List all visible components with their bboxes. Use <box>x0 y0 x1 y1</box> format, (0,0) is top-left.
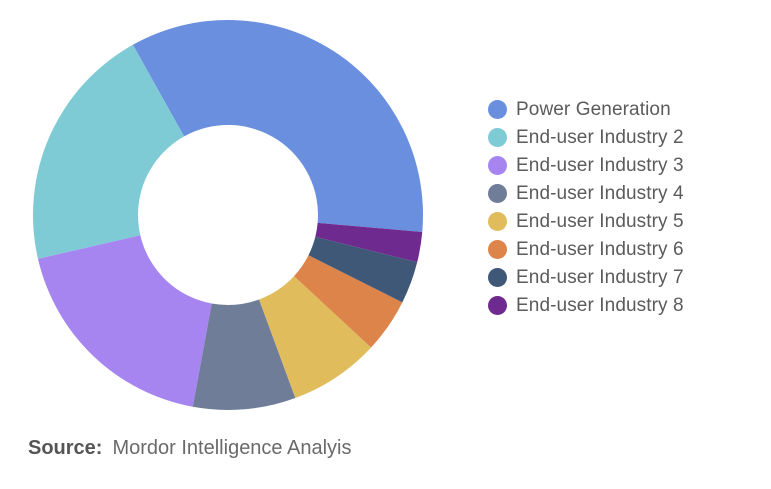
legend-label: End-user Industry 8 <box>516 294 684 316</box>
source-note: Source: Mordor Intelligence Analyis <box>28 437 351 460</box>
legend-label: End-user Industry 2 <box>516 126 684 148</box>
legend-item-8: End-user Industry 8 <box>488 294 684 318</box>
legend-label: End-user Industry 5 <box>516 210 684 232</box>
donut-slice-8 <box>315 222 423 263</box>
legend-label: End-user Industry 6 <box>516 238 684 260</box>
donut-slice-5 <box>259 276 372 399</box>
donut-slice-4 <box>192 299 296 410</box>
legend-item-6: End-user Industry 6 <box>488 238 684 262</box>
legend-label: End-user Industry 4 <box>516 182 684 204</box>
legend-swatch <box>488 100 507 120</box>
legend-swatch <box>488 296 507 316</box>
legend-swatch <box>488 184 507 204</box>
legend-label: End-user Industry 7 <box>516 266 684 288</box>
legend-item-1: Power Generation <box>488 98 684 122</box>
donut-slice-7 <box>308 236 418 303</box>
donut-slice-3 <box>37 235 212 407</box>
legend: Power Generation End-user Industry 2 End-u… <box>488 98 684 318</box>
donut-slice-6 <box>294 255 403 348</box>
source-label: Source: <box>28 437 103 459</box>
legend-swatch <box>488 128 507 148</box>
legend-item-5: End-user Industry 5 <box>488 210 684 234</box>
legend-swatch <box>488 212 507 232</box>
legend-swatch <box>488 240 507 260</box>
legend-label: End-user Industry 3 <box>516 154 684 176</box>
legend-swatch <box>488 156 507 176</box>
source-text: Mordor Intelligence Analyis <box>112 437 352 459</box>
donut-slice-2 <box>33 44 185 259</box>
legend-item-2: End-user Industry 2 <box>488 126 684 150</box>
legend-swatch <box>488 268 507 288</box>
legend-item-7: End-user Industry 7 <box>488 266 684 290</box>
legend-item-3: End-user Industry 3 <box>488 154 684 178</box>
donut-slice-1 <box>132 20 424 232</box>
legend-item-4: End-user Industry 4 <box>488 182 684 206</box>
legend-label: Power Generation <box>516 98 671 120</box>
